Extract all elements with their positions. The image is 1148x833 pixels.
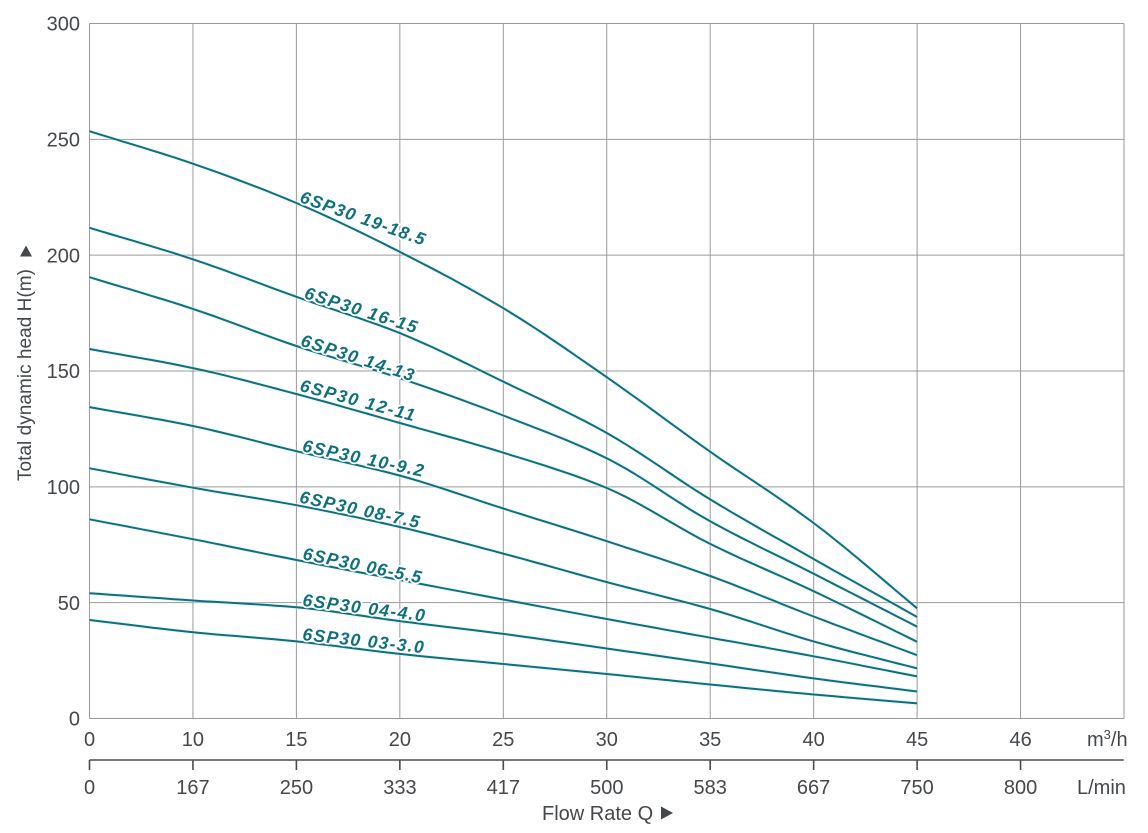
- svg-text:m3/h: m3/h: [1087, 727, 1128, 751]
- svg-text:583: 583: [694, 777, 727, 799]
- svg-text:35: 35: [699, 729, 721, 751]
- svg-text:20: 20: [389, 729, 411, 751]
- svg-text:800: 800: [1004, 777, 1037, 799]
- svg-text:50: 50: [58, 593, 80, 615]
- svg-text:Flow Rate Q: Flow Rate Q: [542, 803, 653, 825]
- svg-text:300: 300: [47, 14, 80, 36]
- svg-text:30: 30: [596, 729, 618, 751]
- svg-text:200: 200: [47, 245, 80, 267]
- svg-text:333: 333: [383, 777, 416, 799]
- svg-text:40: 40: [802, 729, 824, 751]
- svg-text:45: 45: [906, 729, 928, 751]
- svg-text:Total dynamic head H(m): Total dynamic head H(m): [15, 269, 36, 481]
- svg-text:250: 250: [280, 777, 313, 799]
- svg-text:667: 667: [797, 777, 830, 799]
- svg-text:417: 417: [487, 777, 520, 799]
- svg-text:100: 100: [47, 477, 80, 499]
- svg-text:25: 25: [492, 729, 514, 751]
- svg-text:0: 0: [84, 729, 95, 751]
- svg-text:750: 750: [900, 777, 933, 799]
- svg-text:167: 167: [176, 777, 209, 799]
- svg-text:15: 15: [285, 729, 307, 751]
- svg-text:L/min: L/min: [1077, 777, 1126, 799]
- svg-text:500: 500: [590, 777, 623, 799]
- svg-text:150: 150: [47, 361, 80, 383]
- svg-text:10: 10: [182, 729, 204, 751]
- svg-text:0: 0: [69, 709, 80, 731]
- svg-text:46: 46: [1009, 729, 1031, 751]
- svg-text:250: 250: [47, 130, 80, 152]
- svg-text:0: 0: [84, 777, 95, 799]
